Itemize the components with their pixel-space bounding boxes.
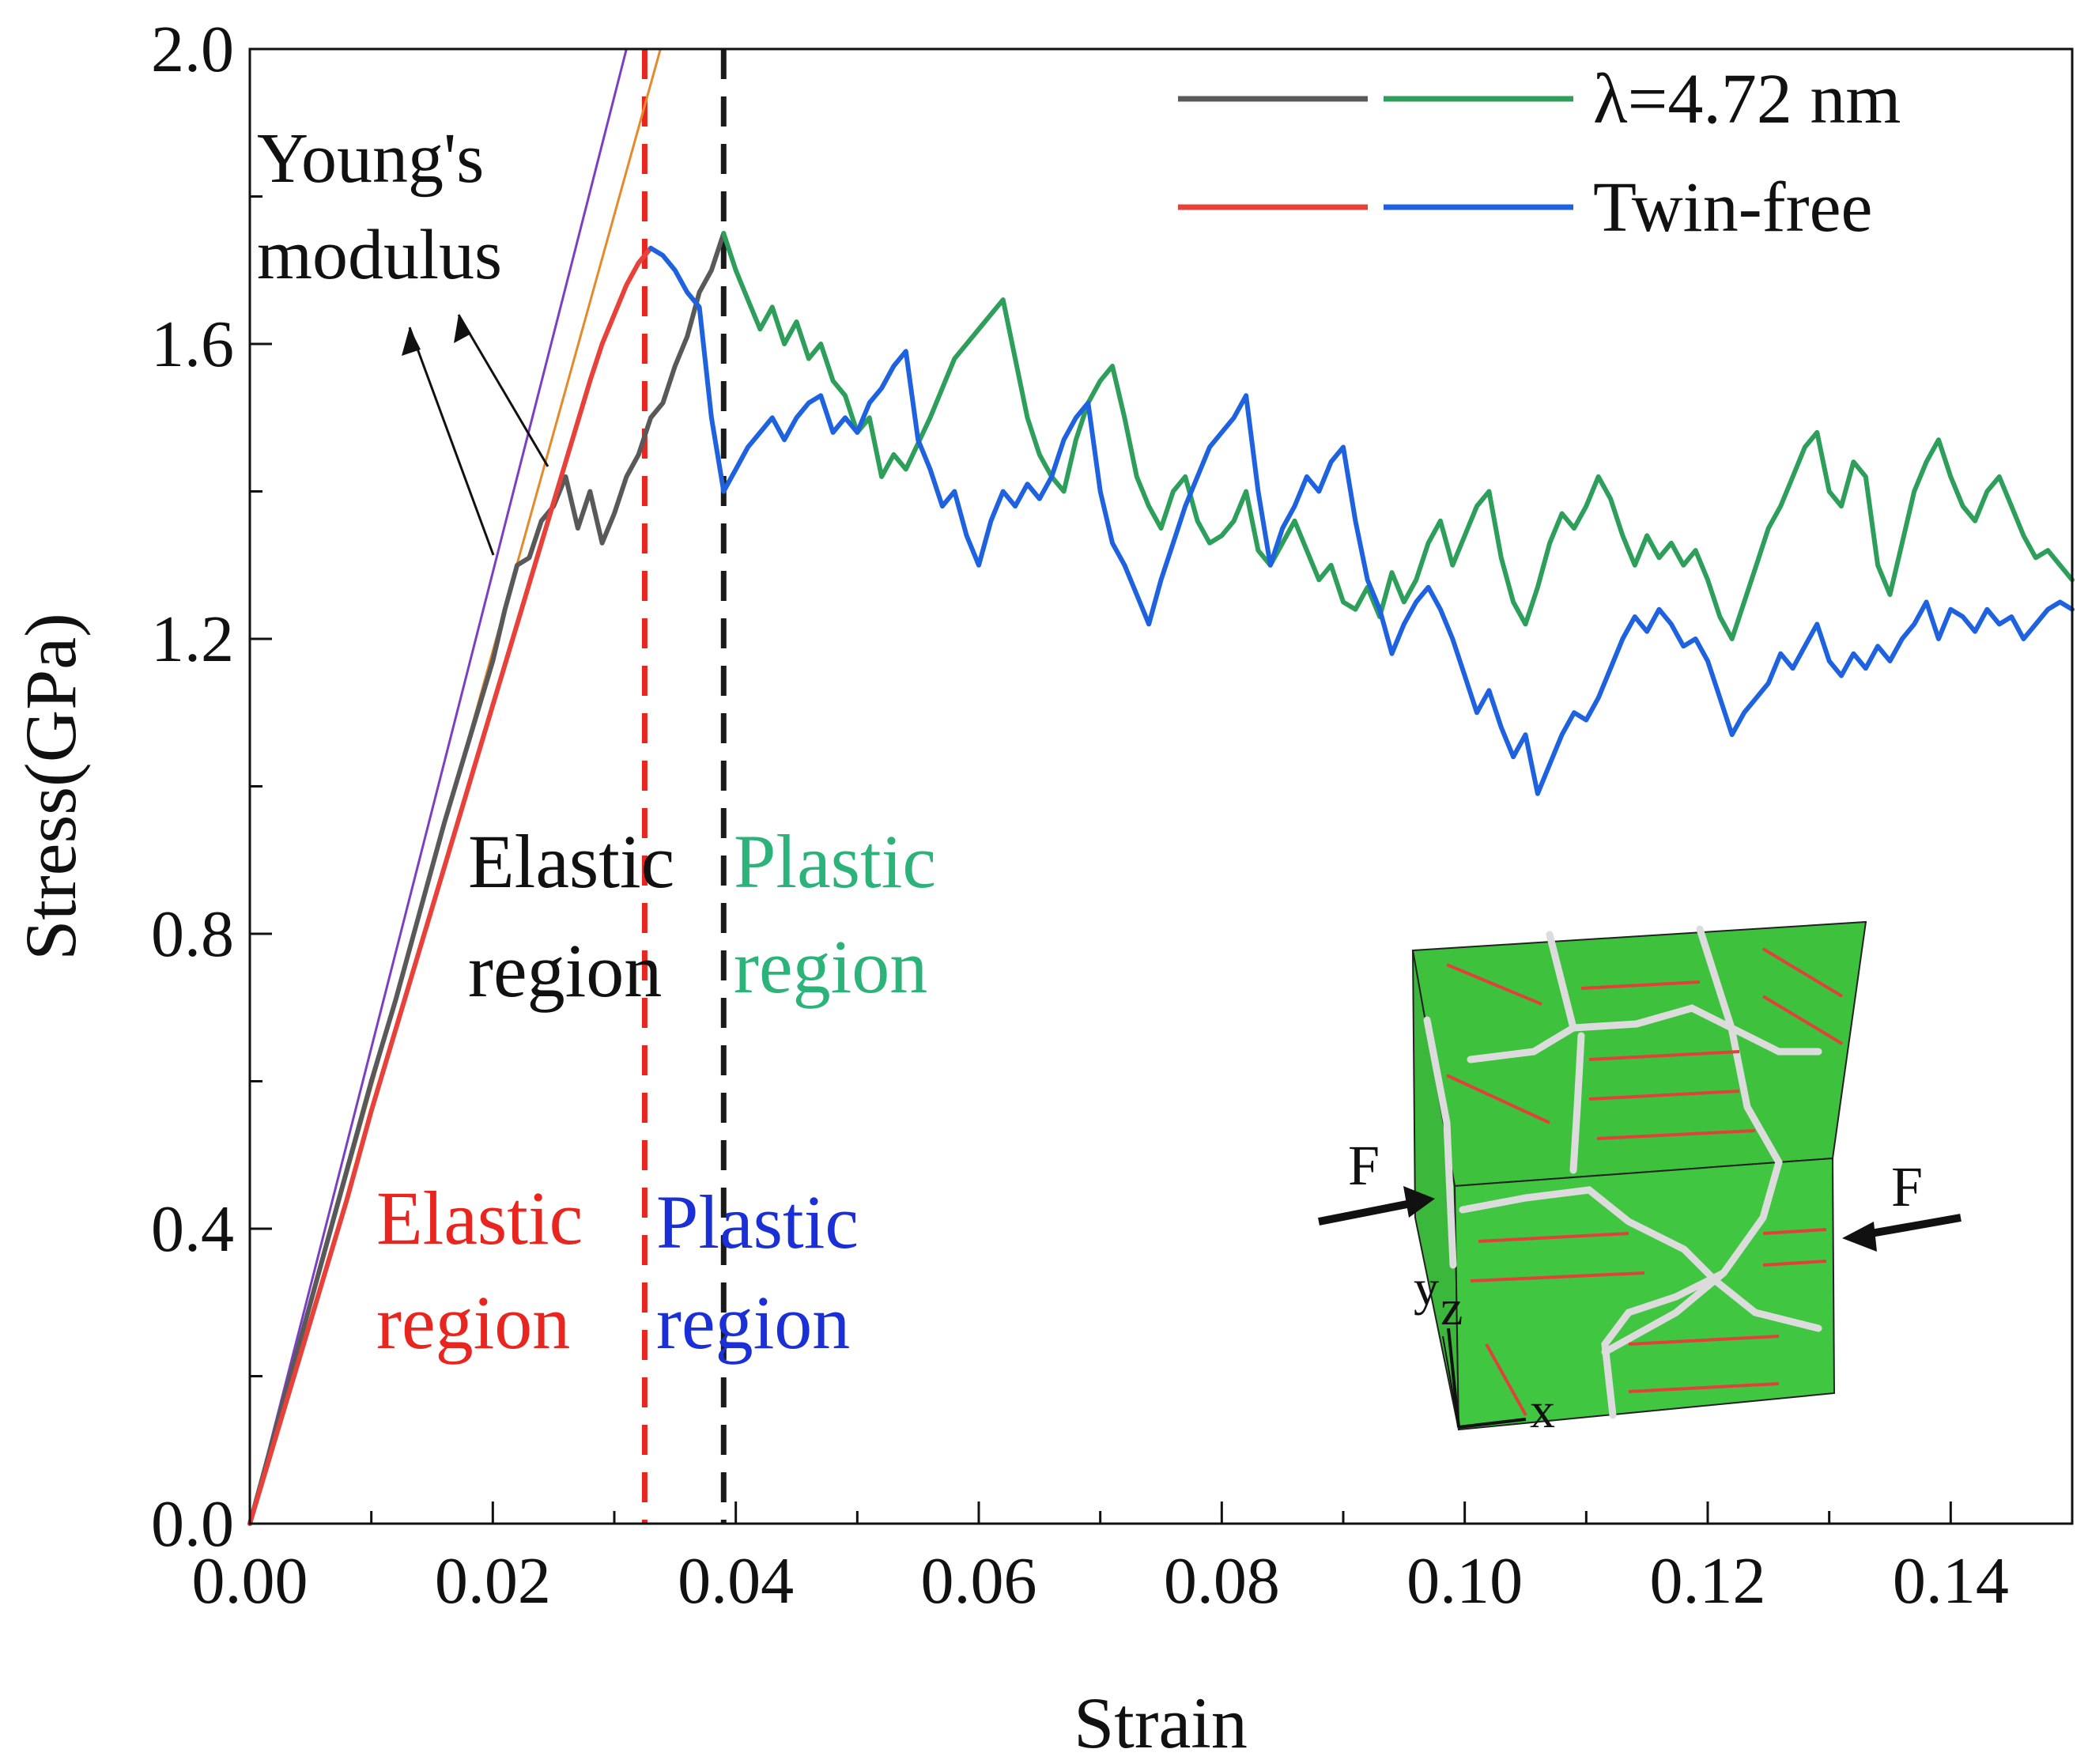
annotation-youngs-line1: Young's <box>257 119 484 198</box>
annotation-elastic-red-line1: Elastic <box>376 1176 583 1260</box>
annotation-plastic-green-line1: Plastic <box>734 819 936 904</box>
twin-3 <box>1588 1090 1740 1101</box>
twin-10 <box>1470 1271 1645 1282</box>
twin-11 <box>1762 1228 1827 1235</box>
triad-label-z: z <box>1440 1279 1463 1335</box>
twin-14 <box>1628 1382 1780 1393</box>
triad-z-axis <box>1442 1335 1459 1428</box>
annotation-arrowhead-2 <box>454 315 471 343</box>
annotation-youngs-modulus: Young's modulus <box>257 119 549 556</box>
series-line-0 <box>247 231 727 1526</box>
annotation-arrowhead-1 <box>402 327 421 356</box>
axis-ticks: 0.00 0.02 0.04 0.06 0.08 0.10 0.12 0.14 0.0 0.4 0.… <box>151 13 2009 1618</box>
series-line-1 <box>721 231 2075 641</box>
twin-15 <box>1485 1343 1527 1416</box>
x-tick-label-3: 0.06 <box>921 1544 1037 1618</box>
grain-boundaries <box>1423 925 1822 1419</box>
y-axis-title: Stress(GPa) <box>10 613 91 961</box>
y-tick-label-3: 1.2 <box>151 602 234 676</box>
twin-12 <box>1762 1260 1827 1267</box>
twin-8 <box>1761 995 1844 1045</box>
twin-2 <box>1588 1050 1740 1061</box>
youngs-modulus-line-0 <box>248 48 628 1524</box>
series-line-2 <box>247 245 654 1526</box>
force-arrowhead-left <box>1403 1186 1435 1218</box>
y-tick-label-2: 0.8 <box>151 897 234 971</box>
twin-9 <box>1478 1232 1629 1243</box>
annotation-arrow-1 <box>408 327 495 556</box>
annotation-elastic-black-line1: Elastic <box>468 819 674 904</box>
force-arrow-right <box>1861 1214 1962 1239</box>
twin-4 <box>1596 1129 1756 1140</box>
x-tick-label-2: 0.04 <box>678 1544 794 1618</box>
legend-label-twinfree: Twin-free <box>1593 168 1873 247</box>
annotation-plastic-blue-line1: Plastic <box>656 1180 859 1264</box>
y-tick-label-1: 0.4 <box>151 1192 234 1266</box>
cube-front-face <box>1453 1157 1836 1431</box>
twin-5 <box>1446 963 1542 1006</box>
gb-top-1 <box>1467 931 1578 1063</box>
twin-boundaries <box>1446 947 1844 1416</box>
y-tick-label-0: 0.0 <box>151 1487 234 1561</box>
plot-frame <box>248 47 2074 1525</box>
twin-13 <box>1628 1335 1780 1346</box>
legend: λ=4.72 nm Twin-free <box>1178 60 1901 247</box>
annotation-plastic-green-line2: region <box>734 924 927 1009</box>
x-tick-label-1: 0.02 <box>435 1544 551 1618</box>
annotation-youngs-line2: modulus <box>257 216 502 294</box>
data-lines <box>247 48 2075 1526</box>
annotation-elastic-black-line2: region <box>468 928 662 1013</box>
gb-top-4 <box>1569 1032 1585 1174</box>
twin-7 <box>1761 947 1844 998</box>
x-tick-label-4: 0.08 <box>1164 1544 1280 1618</box>
y-tick-label-4: 1.6 <box>151 308 234 381</box>
x-tick-label-6: 0.12 <box>1650 1544 1766 1618</box>
x-tick-label-5: 0.10 <box>1406 1544 1523 1618</box>
force-arrowhead-right <box>1842 1222 1877 1252</box>
gb-top-2 <box>1569 1004 1735 1032</box>
force-label-right: F <box>1891 1155 1923 1218</box>
triad-y-axis <box>1447 1328 1460 1428</box>
annotation-elastic-red-line2: region <box>376 1280 570 1365</box>
x-axis-title: Strain <box>1074 1683 1248 1763</box>
triad-label-x: x <box>1530 1382 1555 1438</box>
gb-top-5 <box>1727 1024 1783 1166</box>
force-label-left: F <box>1348 1134 1380 1197</box>
gb-front-2 <box>1601 1158 1783 1419</box>
gb-top-3 <box>1696 925 1822 1056</box>
triad-label-y: y <box>1414 1260 1439 1316</box>
inset-cube: F F y z x <box>1318 920 1962 1438</box>
force-arrow-left <box>1318 1198 1420 1226</box>
annotation-plastic-blue-line2: region <box>656 1280 850 1365</box>
twin-1 <box>1580 980 1701 990</box>
legend-label-lambda: λ=4.72 nm <box>1593 60 1901 138</box>
gb-left-1 <box>1423 1016 1457 1269</box>
x-tick-label-0: 0.00 <box>192 1544 308 1618</box>
gb-front-3 <box>1712 1277 1822 1332</box>
annotation-arrow-2 <box>457 314 549 467</box>
x-tick-label-7: 0.14 <box>1893 1544 2009 1618</box>
twin-6 <box>1446 1074 1550 1124</box>
series-line-3 <box>648 245 2075 796</box>
y-tick-label-5: 2.0 <box>151 13 234 86</box>
gb-front-1 <box>1459 1186 1720 1285</box>
triad-x-axis <box>1458 1418 1527 1429</box>
gb-front-4 <box>1601 1269 1727 1356</box>
